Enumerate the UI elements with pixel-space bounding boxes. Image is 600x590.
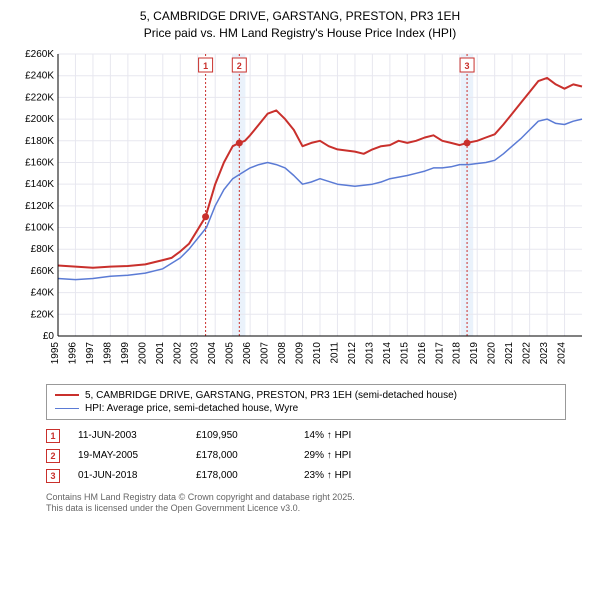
legend-swatch — [55, 394, 79, 396]
svg-text:2009: 2009 — [295, 341, 306, 364]
svg-text:1996: 1996 — [67, 341, 78, 364]
svg-text:£80K: £80K — [31, 244, 55, 255]
svg-text:2002: 2002 — [172, 341, 183, 364]
svg-text:£120K: £120K — [25, 200, 54, 211]
title-line1: 5, CAMBRIDGE DRIVE, GARSTANG, PRESTON, P… — [10, 8, 590, 25]
svg-text:2012: 2012 — [347, 341, 358, 364]
chart-title: 5, CAMBRIDGE DRIVE, GARSTANG, PRESTON, P… — [10, 8, 590, 42]
marker-row: 2 19-MAY-2005 £178,000 29% ↑ HPI — [46, 446, 566, 466]
marker-table: 1 11-JUN-2003 £109,950 14% ↑ HPI 2 19-MAY-200… — [46, 426, 566, 486]
svg-text:2005: 2005 — [225, 341, 236, 364]
svg-text:1999: 1999 — [120, 341, 131, 364]
svg-text:2007: 2007 — [260, 341, 271, 364]
svg-text:£180K: £180K — [25, 135, 54, 146]
svg-text:2015: 2015 — [399, 341, 410, 364]
marker-number-box: 2 — [46, 449, 60, 463]
marker-hpi-delta: 14% ↑ HPI — [304, 430, 404, 441]
marker-number-box: 3 — [46, 469, 60, 483]
svg-text:2004: 2004 — [207, 341, 218, 364]
svg-text:£240K: £240K — [25, 70, 54, 81]
marker-date: 11-JUN-2003 — [78, 430, 178, 441]
marker-hpi-delta: 29% ↑ HPI — [304, 450, 404, 461]
footer-attribution: Contains HM Land Registry data © Crown c… — [46, 492, 566, 515]
svg-text:2011: 2011 — [329, 341, 340, 363]
svg-text:2022: 2022 — [522, 341, 533, 364]
svg-text:£160K: £160K — [25, 157, 54, 168]
legend-item: 5, CAMBRIDGE DRIVE, GARSTANG, PRESTON, P… — [55, 389, 557, 402]
svg-text:2021: 2021 — [504, 341, 515, 364]
svg-text:£140K: £140K — [25, 179, 54, 190]
footer-line2: This data is licensed under the Open Gov… — [46, 503, 566, 515]
svg-text:2010: 2010 — [312, 341, 323, 364]
svg-text:2013: 2013 — [364, 341, 375, 364]
svg-text:£20K: £20K — [31, 309, 55, 320]
footer-line1: Contains HM Land Registry data © Crown c… — [46, 492, 566, 504]
marker-price: £178,000 — [196, 470, 286, 481]
svg-text:2020: 2020 — [487, 341, 498, 364]
legend-item: HPI: Average price, semi-detached house,… — [55, 402, 557, 415]
legend: 5, CAMBRIDGE DRIVE, GARSTANG, PRESTON, P… — [46, 384, 566, 420]
svg-text:2000: 2000 — [137, 341, 148, 364]
svg-text:£0: £0 — [43, 331, 55, 342]
marker-date: 01-JUN-2018 — [78, 470, 178, 481]
svg-text:2023: 2023 — [539, 341, 550, 364]
svg-text:£60K: £60K — [31, 266, 55, 277]
chart-area: £0 £20K £40K £60K £80K £100K £120K £140K £160K £1… — [10, 48, 590, 378]
svg-text:2006: 2006 — [242, 341, 253, 364]
chart-svg: £0 £20K £40K £60K £80K £100K £120K £140K £160K £1… — [10, 48, 590, 378]
svg-text:3: 3 — [465, 61, 470, 71]
marker-number-box: 1 — [46, 429, 60, 443]
svg-text:2014: 2014 — [382, 341, 393, 364]
legend-label: HPI: Average price, semi-detached house,… — [85, 403, 298, 414]
legend-label: 5, CAMBRIDGE DRIVE, GARSTANG, PRESTON, P… — [85, 390, 457, 401]
title-line2: Price paid vs. HM Land Registry's House … — [10, 25, 590, 42]
marker-price: £109,950 — [196, 430, 286, 441]
marker-hpi-delta: 23% ↑ HPI — [304, 470, 404, 481]
svg-text:£200K: £200K — [25, 114, 54, 125]
svg-text:1997: 1997 — [85, 341, 96, 364]
svg-text:2001: 2001 — [155, 341, 166, 364]
svg-text:2008: 2008 — [277, 341, 288, 364]
svg-text:2018: 2018 — [452, 341, 463, 364]
svg-text:1998: 1998 — [102, 341, 113, 364]
svg-text:2003: 2003 — [190, 341, 201, 364]
svg-text:2019: 2019 — [469, 341, 480, 364]
legend-swatch — [55, 408, 79, 409]
svg-text:2: 2 — [237, 61, 242, 71]
svg-text:£260K: £260K — [25, 49, 54, 60]
svg-text:2017: 2017 — [434, 341, 445, 364]
marker-date: 19-MAY-2005 — [78, 450, 178, 461]
svg-text:£40K: £40K — [31, 287, 55, 298]
svg-text:£220K: £220K — [25, 92, 54, 103]
svg-text:1995: 1995 — [50, 341, 61, 364]
marker-price: £178,000 — [196, 450, 286, 461]
marker-row: 1 11-JUN-2003 £109,950 14% ↑ HPI — [46, 426, 566, 446]
svg-text:2016: 2016 — [417, 341, 428, 364]
svg-text:2024: 2024 — [557, 341, 568, 364]
marker-row: 3 01-JUN-2018 £178,000 23% ↑ HPI — [46, 466, 566, 486]
svg-text:1: 1 — [203, 61, 208, 71]
svg-text:£100K: £100K — [25, 222, 54, 233]
